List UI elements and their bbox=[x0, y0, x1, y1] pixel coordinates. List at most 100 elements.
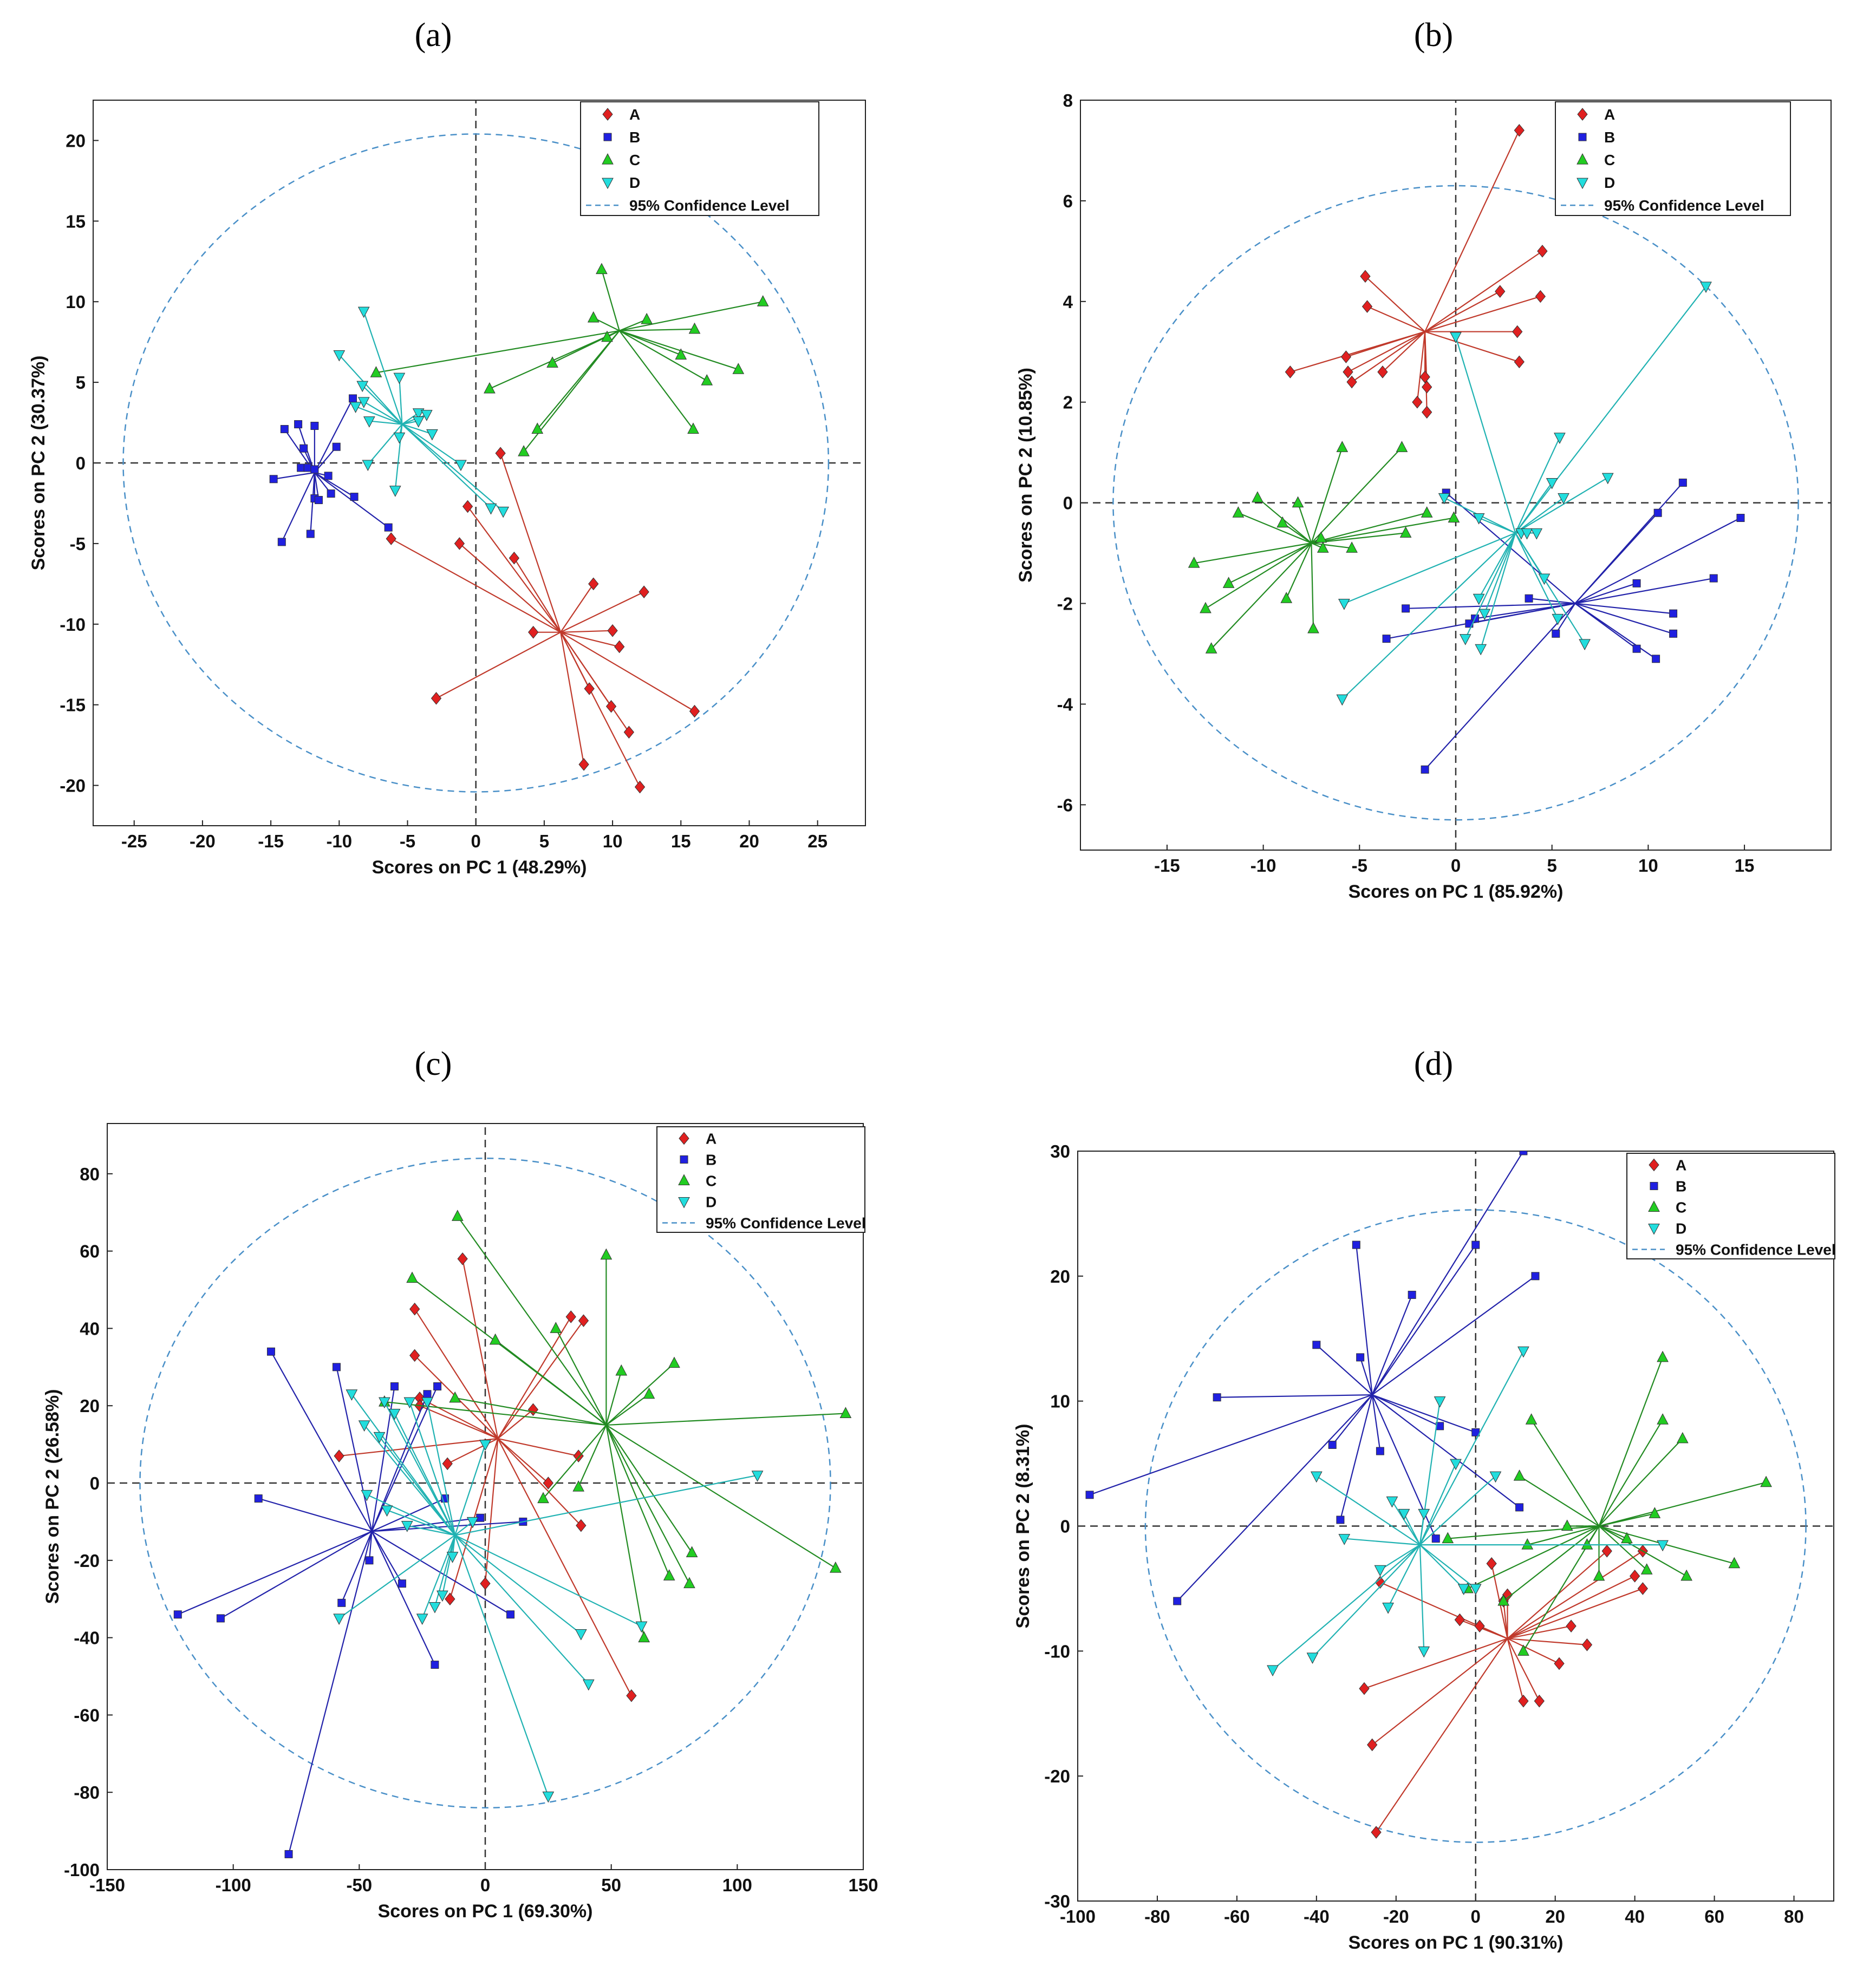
data-point bbox=[1676, 1432, 1689, 1444]
spoke-line bbox=[462, 1258, 499, 1439]
data-point bbox=[757, 295, 769, 306]
spoke-line bbox=[494, 1339, 607, 1426]
spoke-line bbox=[618, 330, 694, 430]
data-point bbox=[587, 311, 600, 323]
spoke-line bbox=[394, 1413, 456, 1536]
data-point bbox=[1535, 290, 1546, 303]
data-point bbox=[1601, 1544, 1612, 1558]
y-axis-label: Scores on PC 2 (8.31%) bbox=[1013, 1424, 1033, 1629]
data-point bbox=[1454, 1613, 1465, 1627]
spoke-line bbox=[367, 423, 403, 465]
spoke-line bbox=[1311, 447, 1403, 544]
data-point bbox=[437, 1590, 448, 1602]
data-point bbox=[216, 1614, 225, 1623]
panel-1: (b) -15 -10 -5 0 5 10 15 -6 -4 -2 0 2 4 6 8 Scores on PC… bbox=[1015, 17, 1832, 902]
y-tick-label: 10 bbox=[66, 292, 86, 312]
spoke-line bbox=[454, 1534, 582, 1635]
spoke-line bbox=[1351, 331, 1425, 383]
legend-marker bbox=[679, 1132, 689, 1145]
spoke-line bbox=[1503, 1525, 1600, 1602]
data-point bbox=[1657, 1350, 1669, 1362]
data-point bbox=[266, 1347, 275, 1356]
spoke-line bbox=[379, 1436, 456, 1536]
spoke-line bbox=[1574, 603, 1657, 659]
x-tick-label: -80 bbox=[1144, 1906, 1170, 1926]
data-point bbox=[1419, 370, 1430, 384]
spoke-line bbox=[555, 1328, 607, 1426]
spoke-line bbox=[270, 1351, 373, 1532]
spoke-line bbox=[467, 506, 562, 633]
spoke-line bbox=[1598, 1357, 1664, 1526]
spoke-line bbox=[258, 1498, 372, 1532]
data-point bbox=[615, 1364, 628, 1376]
legend-label: 95% Confidence Level bbox=[1604, 197, 1764, 214]
data-point bbox=[1382, 1603, 1394, 1614]
series-D bbox=[1267, 1346, 1669, 1677]
data-point bbox=[324, 472, 333, 480]
data-point bbox=[1311, 1471, 1323, 1483]
data-point bbox=[1474, 1619, 1485, 1632]
data-point bbox=[421, 1397, 433, 1409]
data-point bbox=[1398, 1508, 1410, 1520]
data-point bbox=[1408, 1290, 1416, 1299]
spoke-line bbox=[376, 330, 620, 374]
y-axis-label: Scores on PC 2 (10.85%) bbox=[1015, 368, 1036, 583]
series-C bbox=[1188, 441, 1460, 654]
spoke-line bbox=[281, 472, 315, 543]
data-point bbox=[575, 1629, 587, 1641]
data-point bbox=[1515, 1503, 1524, 1512]
data-point bbox=[446, 1552, 459, 1563]
spoke-line bbox=[605, 1425, 645, 1638]
data-point bbox=[1525, 594, 1533, 603]
spoke-line bbox=[605, 1370, 622, 1426]
spoke-line bbox=[619, 330, 681, 356]
data-point bbox=[297, 463, 305, 472]
spoke-line bbox=[1371, 1151, 1524, 1395]
spoke-line bbox=[454, 1474, 758, 1536]
data-point bbox=[310, 422, 319, 430]
spoke-line bbox=[372, 1531, 511, 1615]
data-point bbox=[429, 1602, 441, 1614]
spoke-line bbox=[338, 1438, 498, 1457]
y-tick-label: 0 bbox=[1060, 1517, 1070, 1537]
data-point bbox=[403, 1397, 416, 1409]
series-C bbox=[379, 1210, 852, 1643]
spoke-line bbox=[1503, 1601, 1508, 1639]
data-point bbox=[1473, 513, 1485, 525]
spoke-line bbox=[1312, 1544, 1421, 1658]
data-point bbox=[1546, 478, 1558, 489]
data-point bbox=[1519, 1151, 1528, 1155]
data-point bbox=[1292, 496, 1304, 508]
data-point bbox=[1359, 1682, 1370, 1695]
series-D bbox=[333, 306, 509, 518]
spoke-line bbox=[601, 269, 620, 331]
x-tick-label: -100 bbox=[216, 1875, 251, 1895]
data-point bbox=[294, 420, 303, 429]
legend-marker bbox=[1650, 1181, 1658, 1190]
spoke-line bbox=[1371, 1244, 1476, 1395]
spoke-line bbox=[1419, 1475, 1496, 1545]
spoke-line bbox=[366, 1494, 455, 1536]
series-B bbox=[269, 394, 393, 546]
plot-area bbox=[1078, 1151, 1834, 1901]
spoke-line bbox=[1416, 331, 1426, 402]
x-tick-label: -100 bbox=[1060, 1906, 1096, 1926]
x-axis-label: Scores on PC 1 (69.30%) bbox=[378, 1901, 593, 1922]
spoke-line bbox=[220, 1531, 373, 1619]
y-axis-label: Scores on PC 2 (30.37%) bbox=[28, 356, 49, 571]
y-tick-label: -5 bbox=[70, 534, 86, 554]
spoke-line bbox=[1419, 1544, 1476, 1589]
data-point bbox=[1709, 574, 1718, 583]
spoke-line bbox=[409, 1401, 456, 1536]
spoke-line bbox=[1515, 286, 1706, 534]
x-tick-label: -20 bbox=[190, 831, 216, 851]
data-point bbox=[379, 1397, 390, 1409]
spoke-line bbox=[1228, 542, 1312, 584]
spoke-line bbox=[1424, 130, 1520, 332]
data-point bbox=[423, 1390, 432, 1399]
spoke-line bbox=[1286, 543, 1312, 599]
spoke-line bbox=[1478, 532, 1516, 599]
